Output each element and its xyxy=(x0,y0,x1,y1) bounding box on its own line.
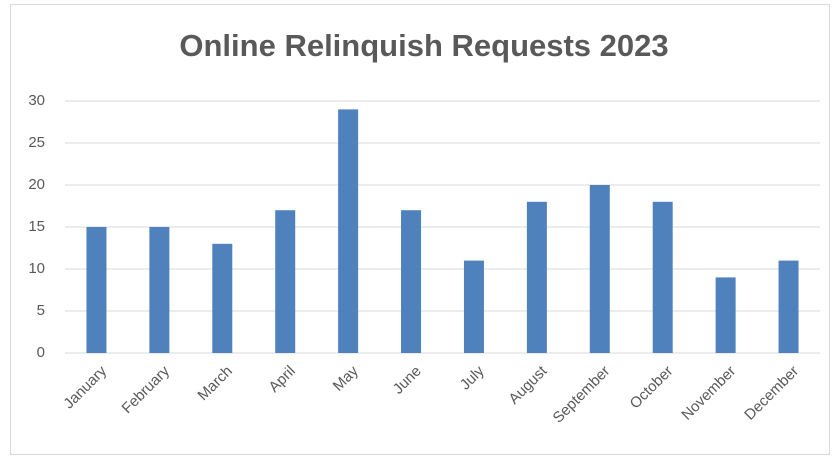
y-tick-label: 15 xyxy=(28,218,45,235)
y-tick-label: 25 xyxy=(28,134,45,151)
y-tick-label: 5 xyxy=(37,302,45,319)
bar xyxy=(463,260,484,353)
y-tick-label: 20 xyxy=(28,176,45,193)
bar xyxy=(401,210,422,353)
bar xyxy=(715,277,736,353)
y-tick-label: 0 xyxy=(37,344,45,361)
bar xyxy=(275,210,296,353)
chart-title: Online Relinquish Requests 2023 xyxy=(179,28,668,63)
bar xyxy=(652,201,673,353)
bar xyxy=(589,185,610,353)
bar xyxy=(212,243,233,353)
bar xyxy=(778,260,799,353)
bar xyxy=(86,227,107,353)
y-tick-label: 10 xyxy=(28,260,45,277)
bar xyxy=(149,227,170,353)
y-tick-label: 30 xyxy=(28,92,45,109)
bar xyxy=(526,201,547,353)
bar xyxy=(338,109,359,354)
